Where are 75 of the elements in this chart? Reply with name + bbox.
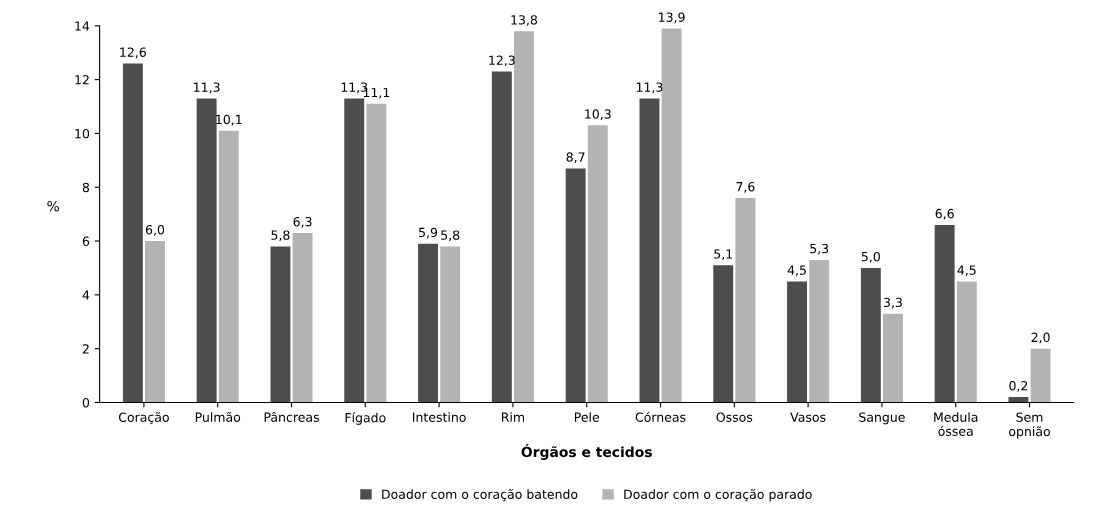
bar (860, 267, 881, 403)
x-axis-title: Órgãos e tecidos (521, 444, 652, 460)
data-label: 5,8 (271, 230, 290, 242)
bar (440, 246, 461, 403)
data-label: 2,0 (1031, 332, 1050, 344)
data-label: 6,3 (293, 216, 312, 228)
y-tick-label: 0 (82, 397, 90, 408)
bar (1030, 348, 1051, 403)
data-label: 11,3 (194, 82, 220, 94)
y-tick-label: 14 (75, 21, 90, 31)
x-tick-label: Medula óssea (934, 412, 978, 436)
bar (292, 232, 313, 403)
data-label: 10,1 (216, 114, 242, 126)
y-tick-label: 4 (82, 290, 90, 300)
data-label: 7,6 (736, 181, 755, 193)
bar (587, 125, 608, 403)
data-label: 6,0 (145, 225, 165, 236)
bar (661, 28, 682, 403)
bar (735, 198, 756, 403)
x-tick-label: Sangue (859, 412, 905, 425)
data-label: 5,0 (861, 251, 880, 263)
data-label: 13,8 (511, 15, 538, 26)
data-label: 4,5 (787, 265, 806, 277)
bar (418, 243, 438, 403)
x-tick-label: Rim (501, 412, 525, 422)
data-label: 6,6 (935, 208, 954, 220)
y-axis-title: % (47, 200, 59, 212)
bar (196, 98, 217, 403)
bar (145, 241, 165, 403)
data-label: 5,8 (441, 230, 460, 242)
y-tick-label: 8 (82, 182, 90, 193)
data-label: 5,3 (810, 243, 829, 255)
x-tick-label: Vasos (790, 412, 826, 422)
bar (514, 31, 534, 403)
y-tick-label: 2 (82, 344, 89, 354)
bar (809, 259, 830, 403)
x-tick-label: Ossos (716, 412, 753, 422)
data-label: 5,9 (419, 227, 438, 239)
x-tick-label: Coração (118, 412, 169, 425)
data-label: 4,5 (957, 265, 976, 277)
x-tick-label: Sem opnião (1009, 412, 1050, 439)
data-label: 11,3 (636, 82, 663, 94)
bar (639, 98, 660, 403)
data-label: 0,2 (1009, 381, 1028, 392)
data-label: 12,6 (120, 47, 146, 59)
bar (218, 130, 239, 403)
x-tick-label: Pâncreas (264, 411, 319, 422)
data-label: 13,9 (659, 12, 685, 24)
y-tick-label: 10 (75, 128, 90, 139)
bar (366, 103, 387, 403)
data-label: 12,3 (489, 55, 515, 67)
bar (270, 246, 291, 403)
x-tick-label: Pele (574, 412, 600, 422)
data-label: 8,7 (566, 152, 585, 164)
x-tick-label: Córneas (635, 411, 686, 422)
x-tick-label: Intestino (413, 412, 466, 422)
data-label: 3,3 (883, 297, 902, 309)
bar (491, 71, 512, 403)
bar (934, 224, 955, 403)
bar (565, 168, 586, 403)
legend-label: Doador com o coração parado (624, 489, 812, 502)
data-label: 5,1 (714, 249, 733, 260)
bar (344, 98, 365, 403)
x-tick-label: Fígado (345, 412, 386, 425)
bar (122, 63, 143, 403)
y-tick-label: 6 (82, 236, 90, 246)
x-tick-label: Pulmão (195, 411, 241, 422)
bar (883, 313, 903, 403)
y-tick-label: 12 (75, 75, 89, 85)
bar (956, 281, 977, 403)
bar (1008, 397, 1029, 403)
legend-label: Doador com o coração batendo (382, 489, 578, 502)
bar (713, 265, 734, 403)
bar (787, 281, 807, 403)
data-label: 10,3 (585, 109, 611, 121)
